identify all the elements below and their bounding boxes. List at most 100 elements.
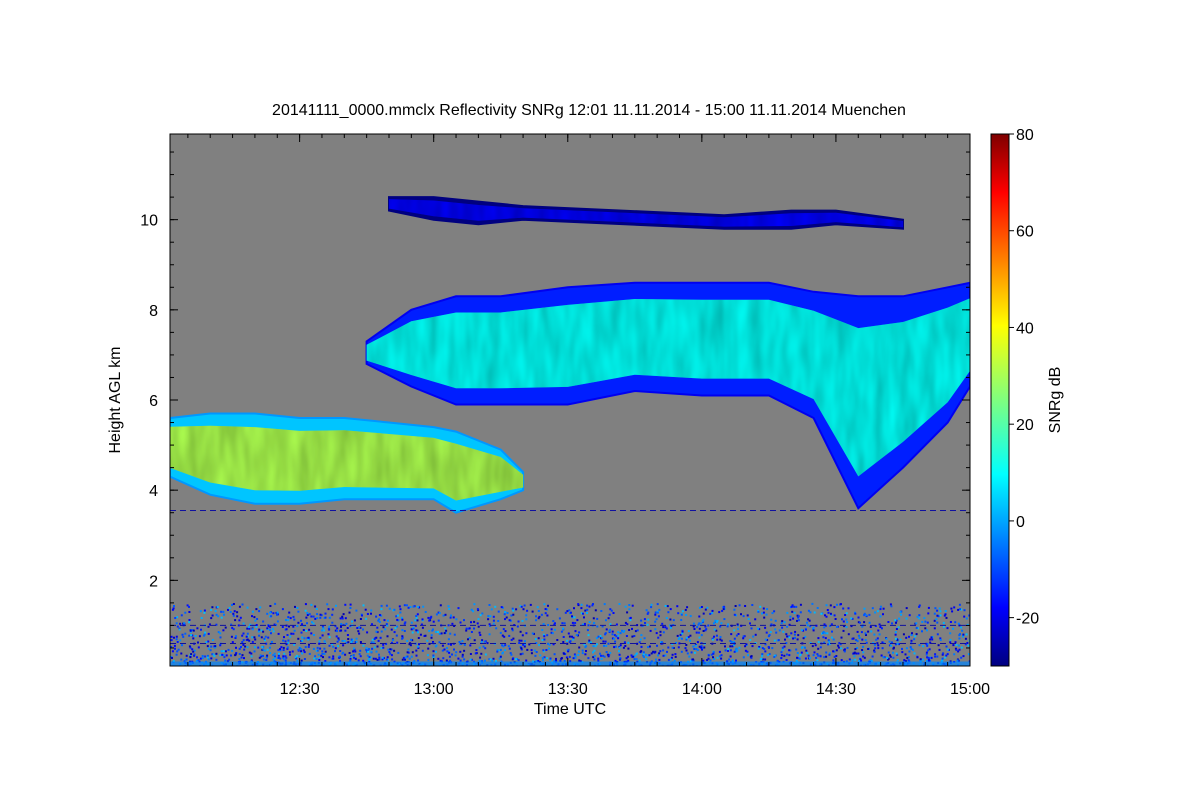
noise-pixel: [347, 641, 350, 644]
noise-pixel: [283, 652, 286, 655]
noise-pixel: [846, 621, 849, 624]
noise-pixel: [735, 634, 738, 637]
noise-pixel: [943, 614, 946, 617]
noise-pixel: [500, 606, 503, 609]
noise-pixel: [195, 659, 198, 662]
noise-pixel: [961, 629, 964, 632]
noise-pixel: [415, 629, 418, 632]
noise-pixel: [196, 627, 199, 630]
noise-pixel: [719, 636, 722, 638]
noise-pixel: [448, 655, 451, 658]
noise-pixel: [446, 647, 448, 650]
noise-pixel: [965, 617, 968, 620]
noise-pixel: [459, 643, 462, 646]
noise-pixel: [438, 612, 441, 615]
noise-pixel: [214, 610, 217, 613]
noise-pixel: [770, 623, 773, 626]
noise-pixel: [264, 635, 267, 638]
noise-pixel: [279, 649, 282, 652]
noise-pixel: [566, 639, 569, 642]
noise-pixel: [910, 639, 913, 642]
noise-pixel: [412, 605, 415, 608]
noise-pixel: [271, 628, 274, 630]
noise-pixel: [381, 658, 384, 661]
noise-pixel: [489, 625, 492, 627]
noise-pixel: [391, 641, 393, 644]
noise-pixel: [531, 610, 534, 613]
noise-pixel: [468, 636, 471, 639]
noise-pixel: [549, 657, 552, 660]
noise-pixel: [605, 644, 608, 647]
noise-pixel: [882, 613, 884, 616]
noise-pixel: [262, 620, 265, 623]
noise-pixel: [850, 625, 853, 628]
noise-pixel: [919, 658, 922, 661]
noise-pixel: [188, 611, 191, 613]
noise-pixel: [377, 619, 380, 622]
noise-pixel: [953, 653, 956, 656]
noise-pixel: [671, 646, 674, 649]
noise-pixel: [764, 626, 767, 629]
noise-pixel: [324, 612, 327, 615]
noise-pixel: [380, 647, 383, 650]
noise-pixel: [665, 627, 668, 630]
noise-pixel: [894, 631, 897, 634]
noise-pixel: [314, 655, 317, 658]
noise-pixel: [962, 633, 965, 636]
noise-pixel: [455, 618, 458, 621]
noise-pixel: [499, 655, 502, 658]
noise-pixel: [702, 618, 705, 621]
noise-pixel: [406, 651, 409, 654]
noise-pixel: [427, 616, 430, 619]
noise-pixel: [715, 629, 718, 632]
noise-pixel: [907, 656, 910, 658]
noise-pixel: [848, 658, 851, 661]
noise-pixel: [390, 654, 393, 657]
noise-pixel: [607, 642, 610, 645]
noise-pixel: [842, 629, 845, 632]
noise-pixel: [241, 634, 244, 637]
noise-pixel: [397, 651, 400, 654]
noise-pixel: [583, 616, 585, 619]
noise-pixel: [501, 644, 504, 647]
noise-pixel: [646, 612, 649, 615]
noise-pixel: [457, 607, 460, 610]
noise-pixel: [934, 655, 937, 658]
noise-pixel: [762, 607, 765, 610]
noise-pixel: [583, 643, 586, 646]
noise-pixel: [814, 644, 817, 647]
noise-pixel: [470, 631, 473, 633]
noise-pixel: [246, 632, 249, 635]
noise-pixel: [876, 637, 879, 640]
noise-pixel: [445, 629, 448, 632]
noise-pixel: [403, 604, 406, 607]
noise-pixel: [179, 622, 182, 625]
noise-pixel: [285, 643, 288, 646]
noise-pixel: [822, 631, 825, 633]
noise-pixel: [924, 627, 927, 630]
noise-pixel: [795, 605, 798, 608]
noise-pixel: [901, 651, 904, 654]
noise-pixel: [281, 608, 284, 611]
noise-pixel: [796, 652, 799, 654]
noise-pixel: [922, 645, 925, 648]
noise-pixel: [521, 652, 524, 655]
noise-pixel: [546, 614, 549, 617]
noise-pixel: [301, 636, 304, 639]
noise-pixel: [298, 655, 301, 658]
noise-pixel: [401, 658, 404, 661]
noise-pixel: [890, 605, 893, 608]
noise-pixel: [773, 656, 776, 658]
noise-pixel: [321, 650, 324, 653]
noise-pixel: [484, 653, 487, 656]
noise-pixel: [773, 639, 776, 642]
noise-pixel: [180, 658, 183, 661]
noise-pixel: [407, 648, 410, 651]
noise-pixel: [629, 616, 632, 619]
noise-pixel: [701, 648, 703, 651]
noise-pixel: [224, 650, 227, 653]
noise-pixel: [966, 623, 969, 626]
noise-pixel: [659, 630, 662, 633]
noise-pixel: [618, 603, 621, 605]
noise-pixel: [192, 629, 195, 632]
